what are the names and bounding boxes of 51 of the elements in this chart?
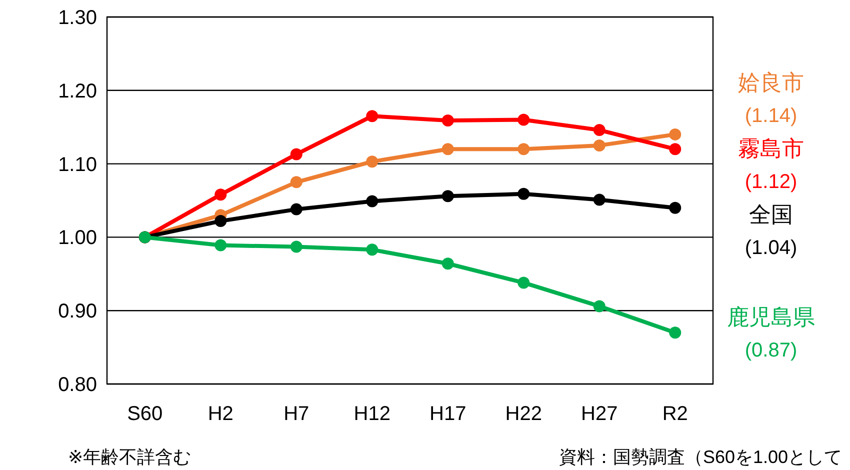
point <box>669 143 682 156</box>
text: (1.04) <box>744 236 798 259</box>
x-tick-label: S60 <box>127 403 163 425</box>
text: (1.12) <box>744 170 798 193</box>
x-tick-label: R2 <box>662 403 688 425</box>
point <box>518 143 530 156</box>
text: ※年齢不詳含む <box>68 447 192 467</box>
y-tick-label: 1.30 <box>58 7 97 29</box>
text: 霧島市 <box>738 136 804 161</box>
point <box>290 148 302 160</box>
point <box>290 203 302 216</box>
text: (0.87) <box>744 340 798 362</box>
text: 鹿児島県 <box>727 304 815 330</box>
point <box>669 202 682 214</box>
point <box>593 300 606 312</box>
x-tick-label: H27 <box>581 403 618 425</box>
x-tick-label: H17 <box>430 403 466 425</box>
y-tick-label: 1.20 <box>58 80 97 102</box>
point <box>442 114 454 126</box>
y-tick-label: 0.80 <box>58 374 97 396</box>
x-tick-label: H2 <box>208 403 234 425</box>
y-tick-label: 1.10 <box>58 154 97 176</box>
point <box>593 194 606 206</box>
point <box>290 176 302 188</box>
point <box>366 195 378 208</box>
text: 資料：国勢調査（S60を1.00として <box>558 447 842 467</box>
text: (1.14) <box>744 104 798 127</box>
text: 全国 <box>749 202 793 227</box>
point <box>518 114 530 126</box>
point <box>593 124 606 136</box>
x-tick-label: H7 <box>284 403 310 425</box>
x-tick-label: H22 <box>505 403 542 425</box>
point <box>366 244 378 256</box>
point <box>669 128 682 140</box>
point <box>366 110 378 122</box>
point <box>442 190 454 202</box>
point <box>518 276 530 289</box>
point <box>669 326 682 339</box>
x-tick-label: H12 <box>354 403 390 425</box>
point <box>593 139 606 152</box>
point <box>442 143 454 156</box>
point <box>214 239 227 252</box>
point <box>366 156 378 168</box>
point <box>518 188 530 200</box>
point <box>214 188 227 201</box>
text: 姶良市 <box>738 70 804 95</box>
y-tick-label: 0.90 <box>58 300 97 323</box>
point <box>214 215 227 228</box>
point <box>442 258 454 270</box>
y-tick-label: 1.00 <box>58 227 97 250</box>
point <box>290 240 302 253</box>
